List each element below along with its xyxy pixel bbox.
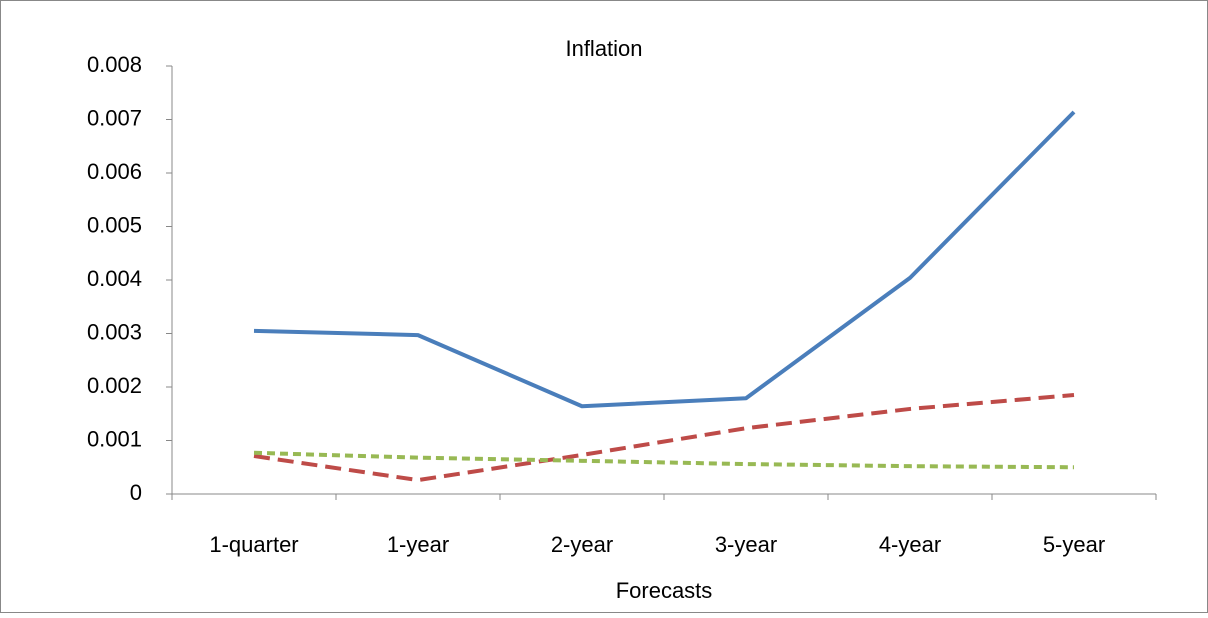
y-tick-label: 0.003: [87, 319, 142, 344]
x-tick-label: 1-quarter: [209, 532, 298, 557]
y-tick-label: 0.002: [87, 373, 142, 398]
x-tick-label: 2-year: [551, 532, 613, 557]
y-tick-label: 0: [130, 480, 142, 505]
x-axis-label: Forecasts: [616, 578, 713, 603]
line-series: [253, 110, 1076, 409]
x-tick-label: 5-year: [1043, 532, 1105, 557]
y-tick-label: 0.006: [87, 159, 142, 184]
line-series: [253, 393, 1075, 483]
y-tick-label: 0.005: [87, 212, 142, 237]
y-tick-label: 0.001: [87, 426, 142, 451]
y-tick-label: 0.008: [87, 52, 142, 77]
x-tick-label: 3-year: [715, 532, 777, 557]
y-tick-label: 0.007: [87, 105, 142, 130]
line-series: [253, 450, 1075, 470]
x-tick-label: 4-year: [879, 532, 941, 557]
chart-title: Inflation: [565, 36, 642, 61]
y-tick-label: 0.004: [87, 266, 142, 291]
x-tick-label: 1-year: [387, 532, 449, 557]
